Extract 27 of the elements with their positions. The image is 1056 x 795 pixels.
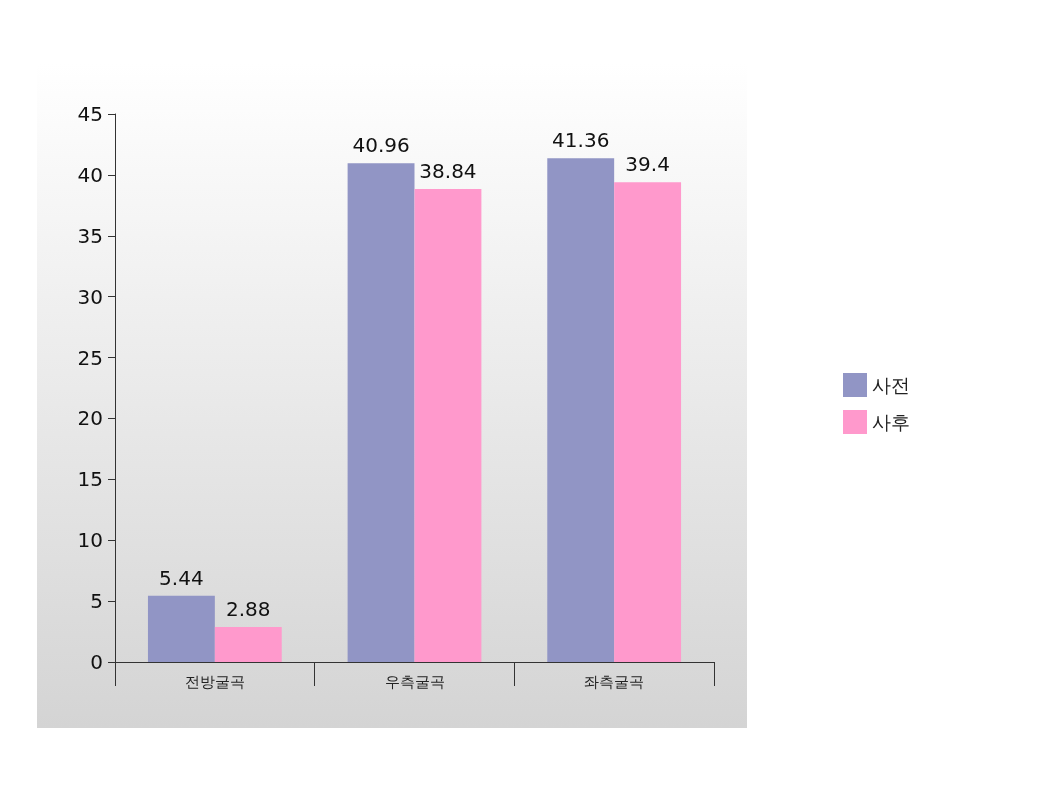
y-tick-label: 45 — [77, 102, 103, 126]
y-tick-label: 5 — [90, 589, 103, 614]
bar — [147, 595, 215, 662]
y-tick-label: 40 — [77, 162, 103, 187]
legend-label: 사후 — [872, 411, 910, 433]
data-label: 40.96 — [352, 133, 410, 158]
bar — [214, 626, 282, 662]
y-tick-label: 20 — [77, 406, 103, 431]
y-tick-label: 30 — [77, 284, 103, 309]
data-label: 39.4 — [625, 152, 670, 177]
y-tick-label: 35 — [77, 223, 103, 248]
data-label: 38.84 — [419, 159, 477, 184]
data-label: 2.88 — [226, 596, 271, 621]
y-tick-label: 10 — [77, 528, 103, 553]
y-tick-label: 25 — [77, 345, 103, 370]
x-tick-label: 우측굴곡 — [384, 672, 445, 691]
bar — [347, 163, 415, 662]
x-tick-label: 좌측굴곡 — [584, 672, 645, 691]
bar — [414, 189, 482, 662]
x-tick-label: 전방굴곡 — [184, 672, 245, 691]
bar — [547, 158, 615, 662]
data-label: 5.44 — [159, 565, 204, 590]
y-tick-label: 0 — [90, 650, 103, 674]
y-tick-label: 15 — [77, 467, 103, 492]
legend-label: 사전 — [872, 374, 910, 396]
bar — [614, 182, 682, 662]
data-label: 41.36 — [552, 128, 610, 153]
